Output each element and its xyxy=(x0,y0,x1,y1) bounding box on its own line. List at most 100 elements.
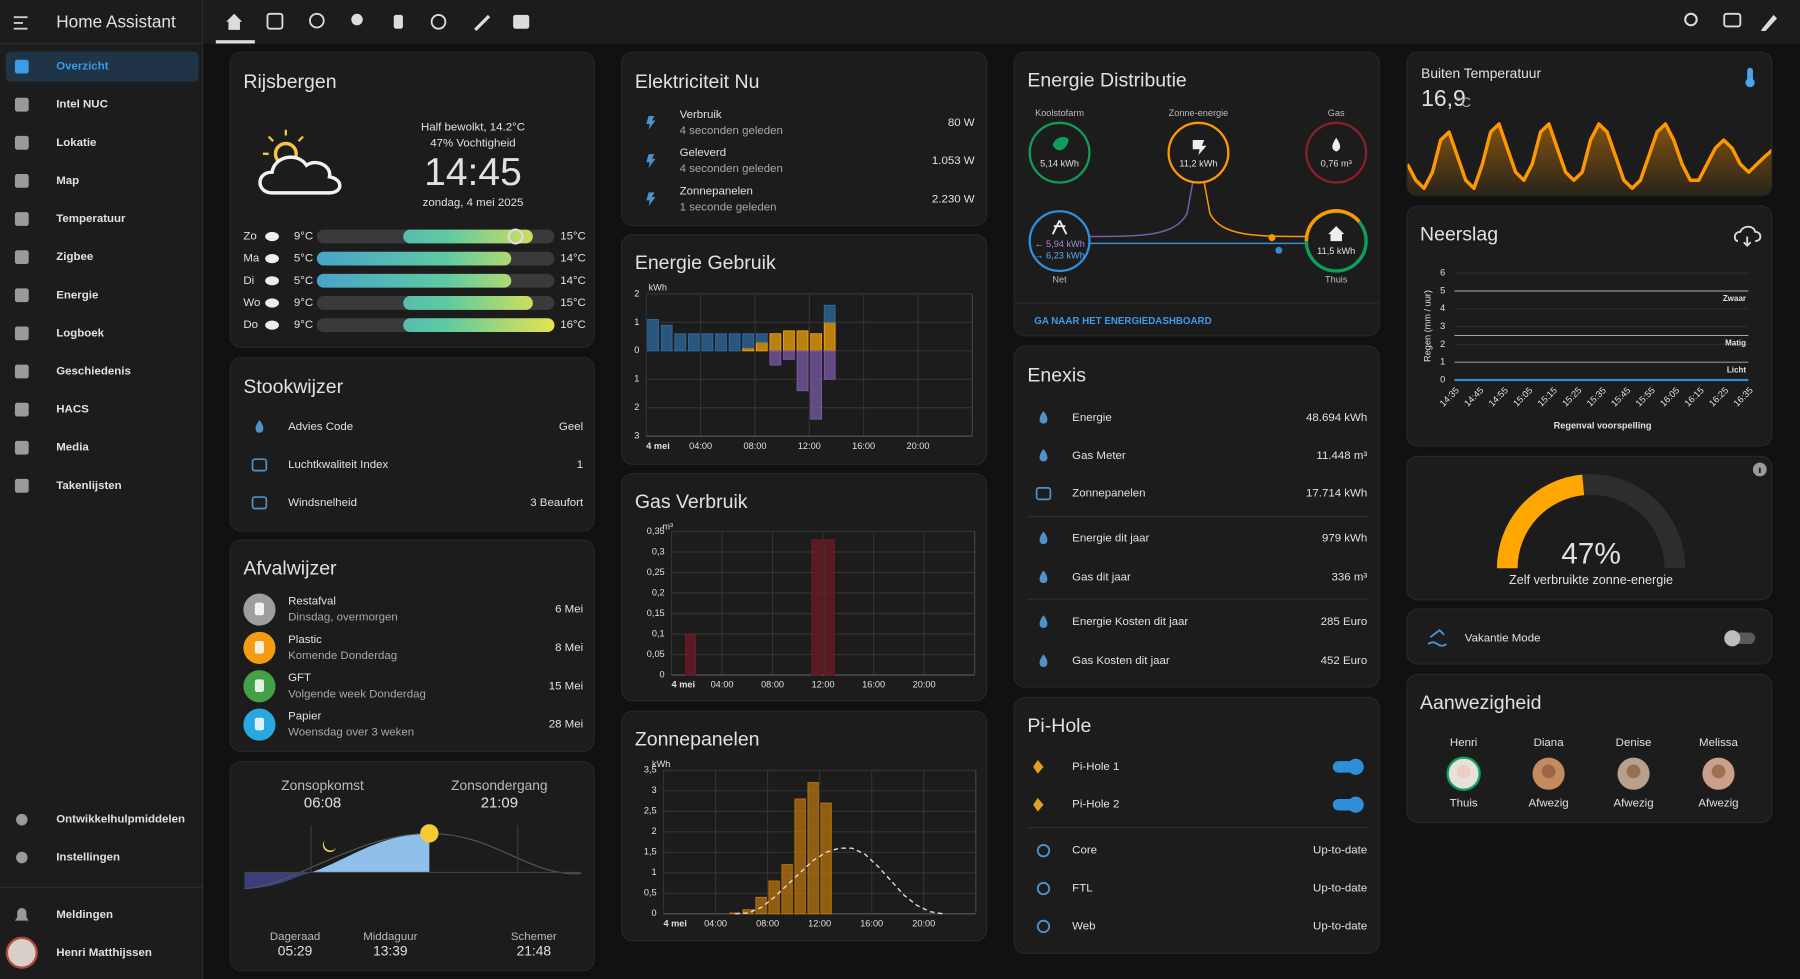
tab-tools[interactable] xyxy=(474,14,491,31)
nav-item[interactable]: Takenlijsten xyxy=(56,480,121,492)
node-label: Thuis xyxy=(1325,275,1348,285)
x-tick-label: 04:00 xyxy=(711,680,734,690)
forecast-day: Ma xyxy=(243,253,260,265)
y-tick-label: 2 xyxy=(1440,339,1445,349)
node-label: Zonne-energie xyxy=(1169,108,1229,118)
card-title: Neerslag xyxy=(1420,223,1498,245)
nav-item[interactable]: Overzicht xyxy=(56,61,108,73)
row-icon xyxy=(1035,487,1052,501)
switch-name: Vakantie Mode xyxy=(1465,632,1541,644)
bar xyxy=(794,798,806,915)
assist-button[interactable] xyxy=(1723,12,1742,28)
row-value: 11.448 m³ xyxy=(1316,450,1367,462)
gauge-value-label: 47% xyxy=(1561,537,1621,570)
y-tick-label: 1 xyxy=(1440,357,1445,367)
nav-item[interactable]: Meldingen xyxy=(56,909,113,921)
x-tick-label: 04:00 xyxy=(689,441,712,451)
sunrise-time: 06:08 xyxy=(304,795,341,812)
x-tick-label: 14:55 xyxy=(1487,385,1510,408)
x-tick-label: 14:45 xyxy=(1462,385,1485,408)
item-icon xyxy=(14,326,29,341)
sensor-value: 2.230 W xyxy=(932,193,975,205)
nav-item[interactable]: Geschiedenis xyxy=(56,366,131,378)
forecast-low: 9°C xyxy=(294,319,313,331)
row-value: Geel xyxy=(559,421,583,433)
person-name: Melissa xyxy=(1699,737,1738,749)
status-icon xyxy=(1036,919,1051,934)
bar xyxy=(783,330,795,352)
outside-temp-canvas: Buiten Temperatuur 16,9°C xyxy=(1407,66,1772,196)
active-item[interactable] xyxy=(5,51,199,82)
toggle-knob[interactable] xyxy=(1347,758,1364,775)
nav-item[interactable]: Map xyxy=(56,175,79,187)
bar xyxy=(647,319,659,352)
person-state: Afwezig xyxy=(1613,798,1653,810)
sunset-time: 21:09 xyxy=(481,795,518,812)
item-icon xyxy=(16,851,28,864)
view-tabs[interactable] xyxy=(226,12,530,31)
tab-plug[interactable] xyxy=(393,14,403,29)
forecast-icon xyxy=(265,320,279,330)
sunrise-label: Zonsopkomst xyxy=(281,778,364,793)
nav-item[interactable]: Logboek xyxy=(56,327,104,339)
gas-usage-card: Gas Verbruik m³ 0 0,05 0,1 0,15 0,2 0,25 0,3 0,35… xyxy=(621,472,988,702)
nav-item[interactable]: Lokatie xyxy=(56,137,96,149)
bar xyxy=(728,333,741,352)
weather-canvas: Rijsbergen Half bewolkt, 14.2°C 47% Vochti… xyxy=(243,71,586,332)
toggle-knob[interactable] xyxy=(1347,796,1364,813)
toggle-knob[interactable] xyxy=(1724,630,1741,647)
forecast-low: 5°C xyxy=(294,275,313,287)
forecast-day: Wo xyxy=(243,297,260,309)
tab-light[interactable] xyxy=(351,13,363,26)
y-tick-label: 2 xyxy=(634,288,639,298)
bar xyxy=(796,330,809,352)
tab-camera[interactable] xyxy=(309,12,325,29)
search-button[interactable] xyxy=(1684,12,1698,27)
tab-home[interactable] xyxy=(226,13,243,30)
temp-range-bar xyxy=(403,296,533,310)
sensor-value: 16,9 xyxy=(1421,85,1466,111)
x-tick-label: 20:00 xyxy=(907,441,930,451)
nav-item[interactable]: HACS xyxy=(56,404,89,416)
row-value: 3 Beaufort xyxy=(530,497,584,509)
person-state: Afwezig xyxy=(1529,798,1569,810)
noon-time: 13:39 xyxy=(373,943,407,958)
x-tick-label: 16:05 xyxy=(1658,385,1681,408)
nav-item[interactable]: Instellingen xyxy=(56,852,120,864)
bar xyxy=(769,333,782,352)
menu-icon[interactable] xyxy=(13,16,28,30)
nav-item[interactable]: Zigbee xyxy=(56,251,93,263)
status-icon xyxy=(1036,843,1051,858)
nav-item[interactable]: Energie xyxy=(56,289,98,301)
node-value: 5,14 kWh xyxy=(1040,159,1079,169)
x-tick-label: 20:00 xyxy=(912,919,935,929)
dawn-label: Dageraad xyxy=(270,931,320,943)
top-bar xyxy=(203,0,1800,44)
distribution-card: Energie Distributie Koolstofarm 5,14 kWh Zo… xyxy=(1013,51,1380,337)
tab-power[interactable] xyxy=(430,14,447,30)
forecast-line xyxy=(735,847,944,915)
edit-button[interactable] xyxy=(1760,14,1778,31)
bar xyxy=(820,802,832,915)
solar-card: Zonnepanelen kWh 0 0,5 1 1,5 2 2,5 3 3,5 4 mei 04:0… xyxy=(621,710,988,942)
nav-item[interactable]: Ontwikkelhulpmiddelen xyxy=(56,814,185,826)
dashboard-link[interactable]: GA NAAR HET ENERGIEDASHBOARD xyxy=(1034,316,1211,327)
forecast-high: 14°C xyxy=(560,275,586,287)
user-name[interactable]: Henri Matthijssen xyxy=(56,947,152,959)
node-label: Koolstofarm xyxy=(1035,108,1084,118)
row-icon xyxy=(251,458,268,472)
row-value: 336 m³ xyxy=(1332,571,1368,583)
current-temp-marker xyxy=(507,228,524,245)
forecast-day: Zo xyxy=(243,231,256,243)
nav-item[interactable]: Temperatuur xyxy=(56,213,126,225)
tab-media[interactable] xyxy=(513,14,530,29)
x-tick-label: 12:00 xyxy=(798,441,821,451)
person-state: Afwezig xyxy=(1698,798,1738,810)
row-label: Gas Meter xyxy=(1072,450,1126,462)
tab-calendar[interactable] xyxy=(266,12,284,30)
nav-item[interactable]: Intel NUC xyxy=(56,99,108,111)
item-icon xyxy=(14,364,29,379)
card-title: Elektriciteit Nu xyxy=(635,71,760,93)
nav-item[interactable]: Media xyxy=(56,442,89,454)
